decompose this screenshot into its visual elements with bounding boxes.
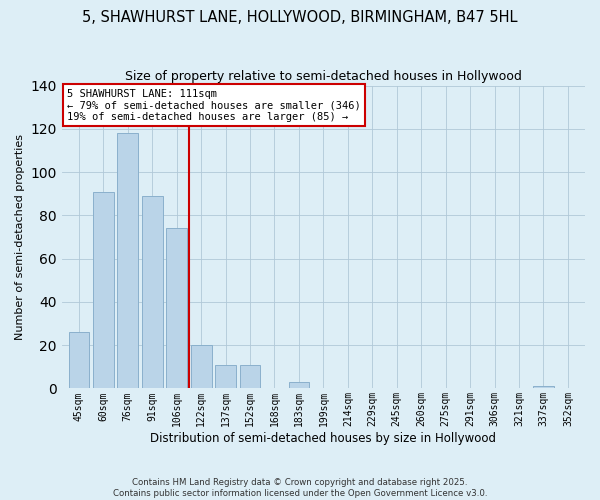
Text: 5 SHAWHURST LANE: 111sqm
← 79% of semi-detached houses are smaller (346)
19% of : 5 SHAWHURST LANE: 111sqm ← 79% of semi-d… <box>67 88 361 122</box>
Y-axis label: Number of semi-detached properties: Number of semi-detached properties <box>15 134 25 340</box>
Bar <box>68 332 89 388</box>
Title: Size of property relative to semi-detached houses in Hollywood: Size of property relative to semi-detach… <box>125 70 522 83</box>
Bar <box>289 382 310 388</box>
Bar <box>191 345 212 389</box>
Text: 5, SHAWHURST LANE, HOLLYWOOD, BIRMINGHAM, B47 5HL: 5, SHAWHURST LANE, HOLLYWOOD, BIRMINGHAM… <box>82 10 518 25</box>
Bar <box>142 196 163 388</box>
Bar <box>239 364 260 388</box>
Bar <box>215 364 236 388</box>
Text: Contains HM Land Registry data © Crown copyright and database right 2025.
Contai: Contains HM Land Registry data © Crown c… <box>113 478 487 498</box>
Bar <box>533 386 554 388</box>
X-axis label: Distribution of semi-detached houses by size in Hollywood: Distribution of semi-detached houses by … <box>151 432 496 445</box>
Bar <box>118 133 138 388</box>
Bar <box>166 228 187 388</box>
Bar <box>93 192 114 388</box>
